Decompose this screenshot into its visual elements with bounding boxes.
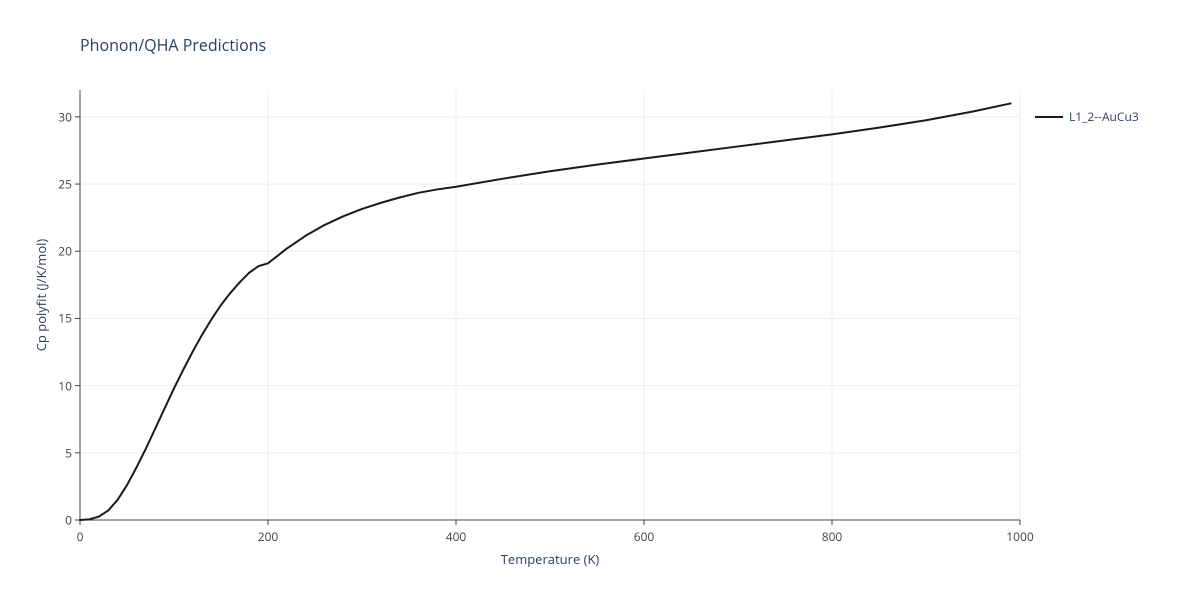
x-tick-label: 0 (77, 528, 84, 545)
x-tick-label: 1000 (1006, 528, 1033, 545)
y-tick-label: 25 (52, 176, 72, 193)
x-tick-label: 600 (634, 528, 655, 545)
series-line[interactable] (80, 103, 1011, 520)
x-tick-label: 400 (446, 528, 467, 545)
y-tick-label: 10 (52, 377, 72, 394)
chart-container: { "title": { "text": "Phonon/QHA Predict… (0, 0, 1200, 600)
y-tick-label: 30 (52, 108, 72, 125)
y-tick-label: 20 (52, 243, 72, 260)
y-tick-label: 5 (52, 444, 72, 461)
x-tick-label: 200 (258, 528, 279, 545)
x-tick-label: 800 (822, 528, 843, 545)
y-tick-label: 0 (52, 512, 72, 529)
y-tick-label: 15 (52, 310, 72, 327)
plot-area[interactable] (0, 0, 1200, 600)
